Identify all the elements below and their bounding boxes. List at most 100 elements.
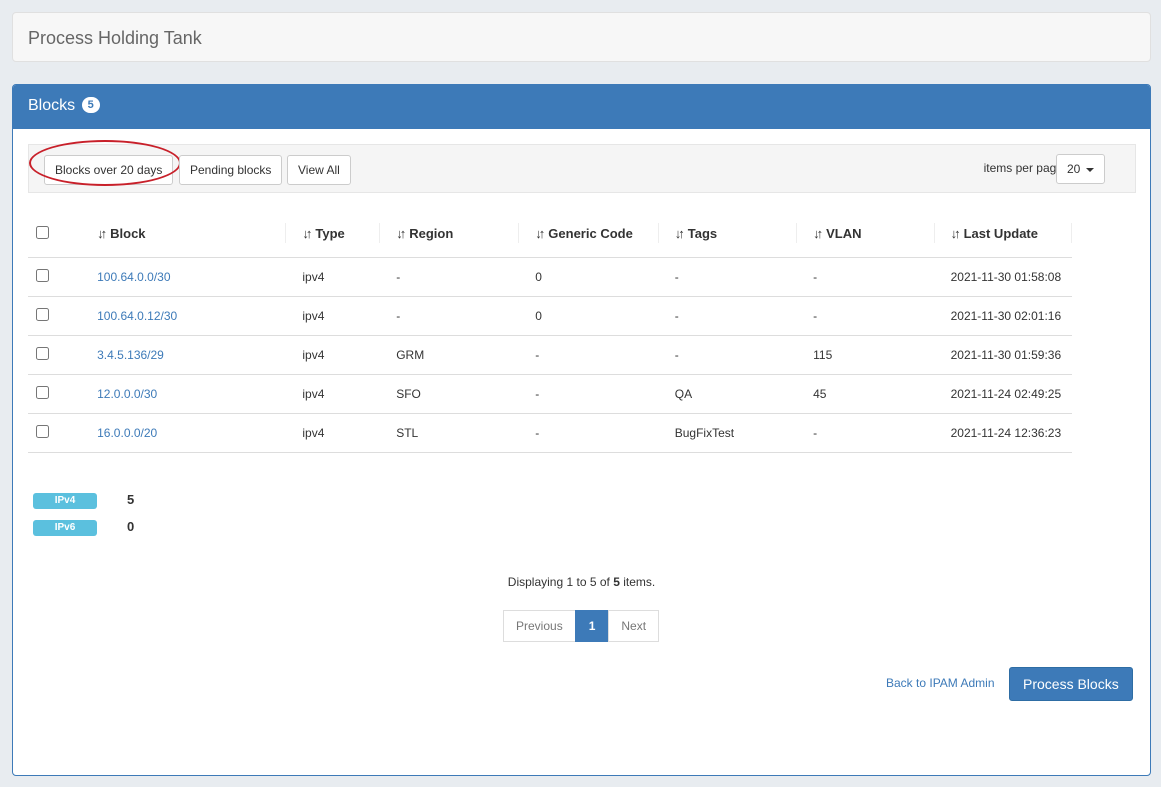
table-cell: QA [658,374,798,414]
ipv6-label: IPv6 [33,520,97,536]
view-all-button[interactable]: View All [287,155,351,185]
table-cell: ipv4 [286,413,381,453]
block-link[interactable]: 100.64.0.0/30 [97,269,171,284]
sort-icon: ↓↑ [674,226,685,242]
table-cell: - [797,413,935,453]
sort-icon: ↓↑ [813,226,823,242]
table-row: 3.4.5.136/29 ipv4 GRM - -115 2021-11-30 01:59… [28,335,1072,375]
table-cell: SFO [380,374,520,414]
column-divider [796,223,798,243]
sort-icon: ↓↑ [950,226,961,242]
sort-icon: ↓↑ [97,226,107,242]
ipv4-count: 5 [127,492,135,507]
table-cell: 2021-11-30 02:01:16 [934,296,1072,336]
table-cell: - [658,257,798,297]
table-cell: 2021-11-30 01:59:36 [934,335,1072,375]
table-row: 12.0.0.0/30 ipv4 SFO - QA 45 2021-11-24 02:49:… [28,374,1072,414]
back-to-ipam-admin-link[interactable]: Back to IPAM Admin [886,676,995,690]
pending-blocks-button[interactable]: Pending blocks [179,155,283,185]
column-header-tags[interactable]: ↓↑ Tags [658,211,798,258]
display-total: 5 [613,575,620,589]
column-divider [285,223,287,243]
page-1-button[interactable]: 1 [574,610,610,642]
ipv6-count: 0 [127,519,135,534]
next-button[interactable]: Next [608,610,660,642]
column-header-block[interactable]: ↓↑ Block [81,211,287,258]
table-cell: ipv4 [286,296,381,336]
panel-header: Blocks 5 [13,85,1150,129]
filter-toolbar: Blocks over 20 days Pending blocks View … [28,140,1136,193]
column-divider [1071,223,1072,243]
column-label: Tags [687,226,718,242]
table-cell: STL [380,413,520,453]
table-cell: ipv4 [286,374,381,414]
column-header-generic-code[interactable]: ↓↑ Generic Code [519,211,659,258]
cell-block: 100.64.0.0/30 [81,257,287,297]
row-select-cell [28,296,82,336]
cell-block: 100.64.0.12/30 [81,296,287,336]
table-cell: - [519,374,659,414]
items-per-page-label: items per page [983,161,1063,175]
row-select-cell [28,374,82,414]
table-cell: - [658,335,798,375]
previous-button[interactable]: Previous [503,610,576,642]
cell-block: 12.0.0.0/30 [81,374,287,414]
table-row: 16.0.0.0/20 ipv4 STL - BugFixTest -2021-11-24… [28,413,1072,453]
select-all-cell [28,211,82,258]
column-divider [379,223,381,243]
row-select-cell [28,257,82,297]
table-cell: 115 [797,335,935,375]
table-cell: 0 [519,257,659,297]
column-divider [518,223,520,243]
table-cell: GRM [380,335,520,375]
row-select-cell [28,413,82,453]
column-label: Region [409,226,454,242]
process-blocks-button[interactable]: Process Blocks [1009,667,1133,701]
row-checkbox[interactable] [36,307,49,321]
column-header-region[interactable]: ↓↑ Region [380,211,520,258]
table-cell: 45 [797,374,935,414]
display-suffix: items. [619,575,656,589]
sort-icon: ↓↑ [302,226,312,242]
table-cell: 2021-11-24 12:36:23 [934,413,1072,453]
block-link[interactable]: 16.0.0.0/20 [97,425,158,440]
pagination: Previous 1 Next [503,610,660,642]
panel-title: Blocks [28,97,76,114]
column-header-type[interactable]: ↓↑ Type [286,211,381,258]
column-header-vlan[interactable]: ↓↑ VLAN [797,211,935,258]
row-checkbox[interactable] [36,385,49,399]
table-cell: BugFixTest [658,413,798,453]
table-row: 100.64.0.0/30 ipv4-0- -2021-11-30 01:58:08 [28,257,1072,297]
blocks-over-20-days-button[interactable]: Blocks over 20 days [44,155,174,185]
select-all-checkbox[interactable] [36,225,49,239]
row-checkbox[interactable] [36,268,49,282]
block-link[interactable]: 3.4.5.136/29 [97,347,164,362]
column-header-last-update[interactable]: ↓↑ Last Update [934,211,1072,258]
blocks-panel: Blocks 5 Blocks over 20 days Pending blo… [12,84,1151,776]
summary-ipv4: IPv4 5 [33,492,134,509]
table-cell: - [380,296,520,336]
row-select-cell [28,335,82,375]
block-link[interactable]: 100.64.0.12/30 [97,308,178,323]
table-cell: - [380,257,520,297]
column-label: Type [315,226,345,242]
table-cell: ipv4 [286,335,381,375]
count-badge: 5 [81,97,100,113]
row-checkbox[interactable] [36,424,49,438]
table-cell: 2021-11-24 02:49:25 [934,374,1072,414]
table-cell: - [658,296,798,336]
cell-block: 16.0.0.0/20 [81,413,287,453]
column-label: Generic Code [548,226,633,242]
page-header: Process Holding Tank [12,12,1151,62]
table-cell: - [797,296,935,336]
row-checkbox[interactable] [36,346,49,360]
table-cell: 2021-11-30 01:58:08 [934,257,1072,297]
items-per-page-select[interactable]: 20 [1056,154,1105,184]
cell-block: 3.4.5.136/29 [81,335,287,375]
block-link[interactable]: 12.0.0.0/30 [97,386,158,401]
blocks-table: ↓↑ Block ↓↑ Type ↓↑ Region ↓↑ Generic Code ↓↑ Tag… [28,211,1072,453]
table-cell: 0 [519,296,659,336]
column-divider [933,223,935,243]
page-title: Process Holding Tank [28,28,202,48]
table-cell: - [519,335,659,375]
